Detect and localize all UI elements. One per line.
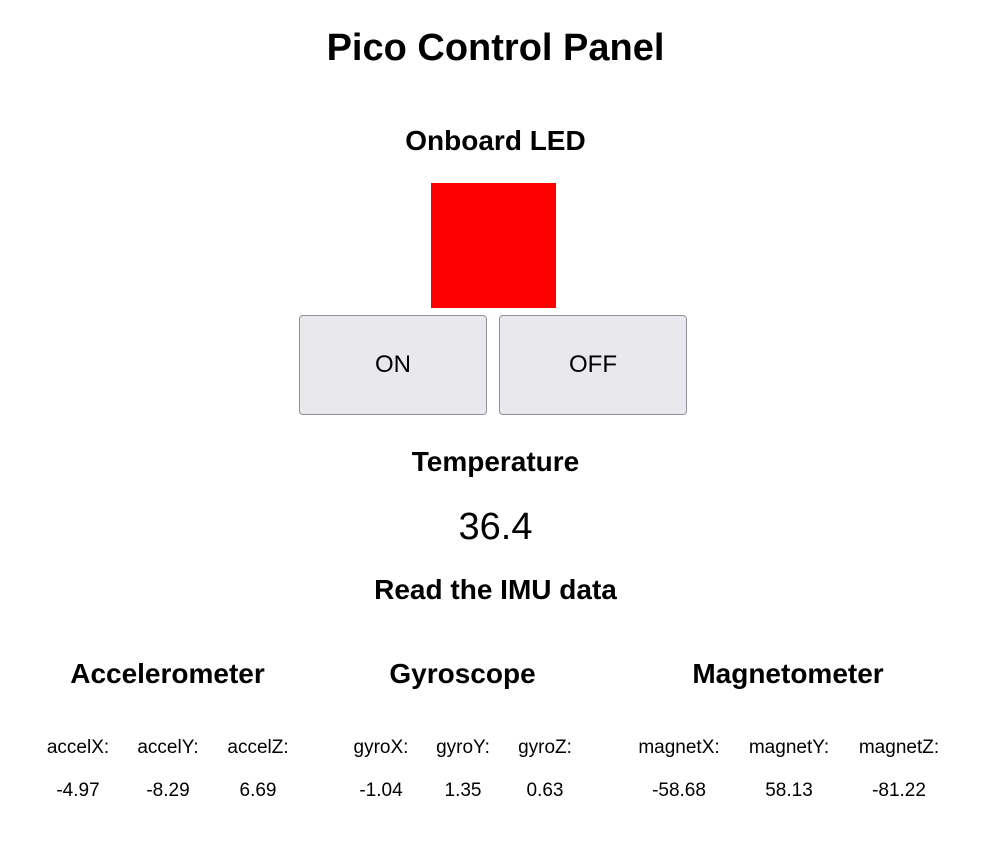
led-section-heading: Onboard LED — [405, 125, 586, 156]
gyro-y-label: gyroY: — [436, 737, 490, 758]
accel-y-label: accelY: — [137, 737, 199, 758]
led-status-indicator — [431, 183, 556, 308]
temperature-heading: Temperature — [411, 446, 580, 477]
gyro-x-label: gyroX: — [353, 737, 409, 758]
accel-z-value: 6.69 — [239, 780, 277, 801]
magnet-z-value: -81.22 — [872, 780, 926, 801]
magnet-x-value: -58.68 — [652, 780, 706, 801]
accel-y-value: -8.29 — [146, 780, 190, 801]
led-off-button[interactable]: OFF — [499, 315, 687, 415]
accel-x-label: accelX: — [46, 737, 110, 758]
led-on-button[interactable]: ON — [299, 315, 487, 415]
magnetometer-heading: Magnetometer — [692, 658, 884, 689]
magnet-y-value: 58.13 — [765, 780, 813, 801]
imu-section-heading: Read the IMU data — [374, 574, 617, 605]
gyro-z-label: gyroZ: — [518, 737, 572, 758]
gyro-x-value: -1.04 — [359, 780, 403, 801]
magnet-x-label: magnetX: — [638, 737, 720, 758]
magnet-y-label: magnetY: — [748, 737, 830, 758]
gyro-z-value: 0.63 — [526, 780, 564, 801]
accel-z-label: accelZ: — [227, 737, 289, 758]
temperature-value: 36.4 — [458, 506, 533, 548]
accel-x-value: -4.97 — [56, 780, 100, 801]
page-title: Pico Control Panel — [326, 27, 665, 69]
accelerometer-heading: Accelerometer — [70, 658, 265, 689]
gyroscope-heading: Gyroscope — [389, 658, 536, 689]
gyro-y-value: 1.35 — [444, 780, 482, 801]
magnet-z-label: magnetZ: — [858, 737, 940, 758]
